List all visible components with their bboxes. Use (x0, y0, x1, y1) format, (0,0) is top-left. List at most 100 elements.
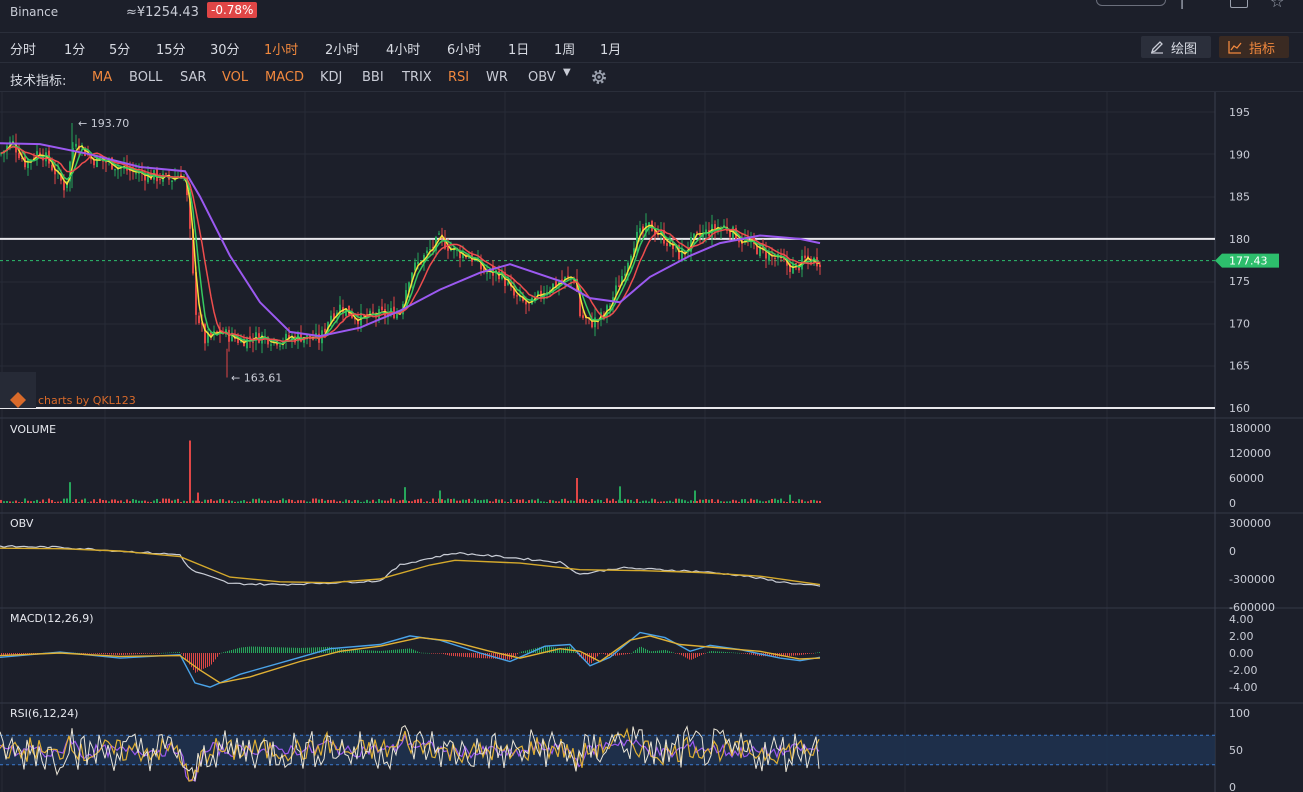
tf-button[interactable]: 30分 (210, 43, 240, 58)
tf-button[interactable]: 6小时 (447, 43, 482, 58)
volume-bar (288, 499, 290, 503)
macd-hist-bar (771, 653, 772, 657)
macd-hist-bar (615, 653, 616, 656)
ind-toggle-kdj[interactable]: KDJ (320, 70, 343, 85)
macd-hist-bar (457, 653, 458, 657)
ind-toggle-macd[interactable]: MACD (265, 70, 304, 85)
volume-bar (219, 499, 221, 503)
macd-hist-bar (127, 653, 128, 655)
volume-bar (657, 501, 659, 503)
indicator-button[interactable]: 指标 (1219, 36, 1289, 58)
candle-body (522, 296, 524, 301)
macd-hist-bar (529, 649, 530, 653)
macd-hist-bar (199, 653, 200, 671)
macd-hist-bar (207, 653, 208, 668)
ind-toggle-boll[interactable]: BOLL (129, 70, 163, 85)
ind-toggle-wr[interactable]: WR (486, 70, 508, 85)
candle-body (198, 315, 200, 324)
volume-bar (336, 501, 338, 503)
tf-button[interactable]: 分时 (10, 43, 37, 58)
tf-button[interactable]: 1周 (554, 43, 576, 58)
volume-bar (39, 501, 41, 503)
volume-bar (111, 499, 113, 503)
ind-toggle-vol[interactable]: VOL (222, 70, 249, 85)
macd-hist-bar (393, 649, 394, 653)
ind-toggle-bbi[interactable]: BBI (362, 70, 384, 85)
macd-hist-bar (395, 649, 396, 653)
macd-hist-bar (153, 653, 154, 654)
candle-body (234, 334, 236, 339)
volume-bar (159, 501, 161, 503)
volume-bar (501, 499, 503, 503)
draw-button[interactable]: 绘图 (1141, 36, 1211, 58)
volume-bar (798, 499, 800, 503)
volume-bar (612, 498, 614, 503)
tf-button-active[interactable]: 1小时 (264, 43, 299, 58)
tf-button[interactable]: 2小时 (325, 43, 360, 58)
volume-bar (681, 499, 683, 503)
volume-bar (291, 499, 293, 503)
chart-area[interactable]: ← 193.70 ← 163.61 charts by QKL123 19519… (0, 92, 1303, 792)
candle-body (216, 331, 218, 333)
candle-body (486, 272, 488, 274)
draw-button-label: 绘图 (1171, 42, 1198, 57)
candle-body (93, 159, 95, 166)
gear-icon[interactable] (590, 68, 608, 86)
ind-toggle-ma[interactable]: MA (92, 70, 113, 85)
tf-button[interactable]: 5分 (109, 43, 131, 58)
volume-bar (294, 501, 296, 503)
volume-bar (375, 501, 377, 503)
macd-hist-bar (725, 651, 726, 653)
ind-toggle-sar[interactable]: SAR (180, 70, 207, 85)
candle-body (39, 152, 41, 155)
macd-hist-bar (685, 653, 686, 658)
macd-hist-bar (607, 653, 608, 656)
candle-body (33, 157, 35, 159)
macd-hist-bar (645, 648, 646, 653)
candle-body (690, 237, 692, 252)
volume-bar (639, 501, 641, 503)
tf-button[interactable]: 1月 (600, 43, 622, 58)
candle-body (147, 172, 149, 183)
macd-hist-bar (117, 653, 118, 655)
volume-bar (627, 499, 629, 503)
volume-bar (534, 500, 536, 503)
volume-bar (63, 498, 65, 503)
tf-button[interactable]: 1日 (508, 43, 530, 58)
candle-body (729, 231, 731, 237)
volume-bar (795, 501, 797, 503)
candle-body (207, 332, 209, 343)
macd-hist-bar (695, 653, 696, 658)
macd-hist-bar (161, 652, 162, 654)
candle-body (6, 145, 8, 152)
macd-hist-bar (729, 652, 730, 653)
volume-bar (756, 499, 758, 503)
ind-toggle-rsi[interactable]: RSI (448, 70, 470, 85)
volume-bar (174, 499, 176, 503)
volume-bar (525, 501, 527, 503)
volume-bar (522, 499, 524, 503)
volume-bar (816, 500, 818, 503)
tf-button[interactable]: 1分 (64, 43, 86, 58)
volume-bar (819, 500, 821, 503)
tf-button[interactable]: 4小时 (386, 43, 421, 58)
volume-bar (450, 499, 452, 503)
macd-hist-bar (815, 652, 816, 654)
ind-toggle-trix[interactable]: TRIX (402, 70, 432, 85)
macd-hist-bar (411, 648, 412, 653)
macd-hist-bar (351, 649, 352, 653)
star-icon[interactable]: ☆ (1270, 0, 1285, 11)
fullscreen-icon[interactable] (1230, 0, 1248, 8)
tf-button[interactable]: 15分 (156, 43, 186, 58)
top-right-pill-button[interactable] (1096, 0, 1166, 6)
volume-bar (486, 499, 488, 503)
volume-bar (456, 500, 458, 503)
macd-y-tick: 0.00 (1229, 647, 1254, 660)
volume-bar (270, 499, 272, 503)
volume-y-axis: 180000 120000 60000 0 (1229, 422, 1271, 510)
ind-toggle-obv[interactable]: OBV (528, 70, 556, 85)
candle-body (390, 308, 392, 312)
top-right-glyph[interactable]: ǀ (1180, 0, 1185, 10)
macd-hist-bar (441, 653, 442, 654)
chevron-down-icon[interactable]: ▼ (563, 67, 571, 78)
